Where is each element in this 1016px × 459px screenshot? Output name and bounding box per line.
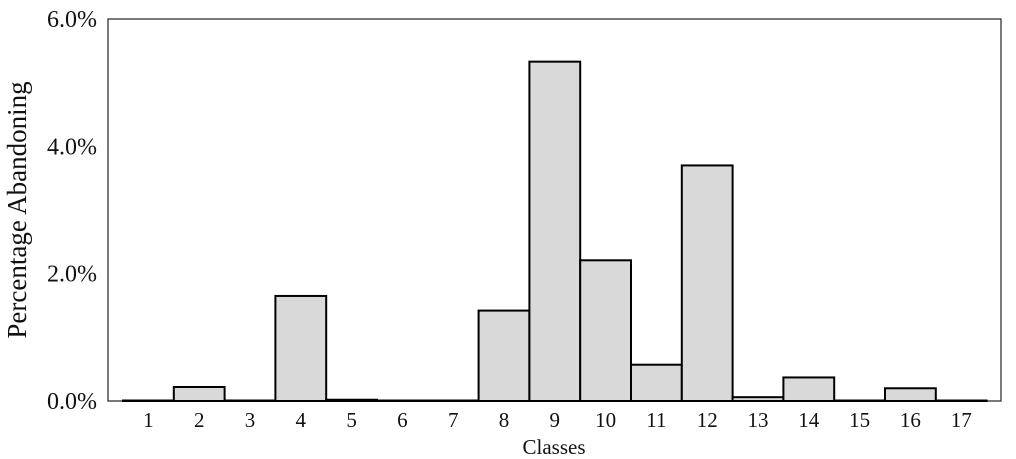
bar-class-14 bbox=[782, 376, 836, 403]
x-tick-label: 1 bbox=[143, 408, 154, 432]
x-tick-label: 10 bbox=[595, 408, 616, 432]
bar-class-16 bbox=[884, 387, 937, 402]
x-tick-label: 17 bbox=[951, 408, 972, 432]
bar-class-8 bbox=[477, 309, 531, 402]
bar-class-9 bbox=[528, 60, 582, 402]
x-tick-label: 11 bbox=[646, 408, 666, 432]
y-tick-label: 2.0% bbox=[47, 262, 97, 288]
bar-class-7 bbox=[426, 399, 480, 402]
y-tick-label: 6.0% bbox=[47, 7, 97, 33]
x-tick-label: 4 bbox=[296, 408, 307, 432]
bar-class-2 bbox=[172, 385, 226, 402]
x-tick-label: 6 bbox=[397, 408, 408, 432]
x-tick-label: 3 bbox=[245, 408, 256, 432]
bar-class-11 bbox=[630, 363, 683, 402]
bar-class-15 bbox=[833, 399, 887, 402]
x-tick-label: 15 bbox=[849, 408, 870, 432]
x-tick-label: 9 bbox=[550, 408, 561, 432]
y-tick-label: 4.0% bbox=[47, 134, 97, 160]
x-tick-label: 8 bbox=[499, 408, 510, 432]
bar-class-3 bbox=[223, 399, 277, 402]
x-tick-label: 12 bbox=[697, 408, 718, 432]
bar-class-10 bbox=[579, 259, 633, 402]
x-tick-label: 13 bbox=[748, 408, 769, 432]
x-tick-label: 7 bbox=[448, 408, 459, 432]
bar-class-12 bbox=[680, 164, 734, 402]
bar-class-13 bbox=[731, 396, 785, 402]
bar-class-5 bbox=[325, 398, 379, 403]
y-axis-label: Percentage Abandoning bbox=[2, 81, 32, 338]
x-tick-label: 14 bbox=[798, 408, 820, 432]
bars-group bbox=[122, 60, 988, 403]
x-tick-label: 16 bbox=[900, 408, 921, 432]
bar-class-17 bbox=[934, 399, 988, 402]
y-tick-label: 0.0% bbox=[47, 389, 97, 415]
x-axis-label: Classes bbox=[523, 435, 586, 459]
bar-class-4 bbox=[274, 294, 328, 403]
bar-class-6 bbox=[376, 399, 429, 402]
bar-class-1 bbox=[122, 399, 175, 402]
x-axis-ticks: 1 2 3 4 5 6 7 8 9 10 11 12 13 14 15 16 17 bbox=[143, 408, 972, 432]
x-tick-label: 2 bbox=[194, 408, 205, 432]
y-axis-ticks: 0.0% 2.0% 4.0% 6.0% bbox=[47, 7, 97, 415]
x-tick-label: 5 bbox=[346, 408, 357, 432]
